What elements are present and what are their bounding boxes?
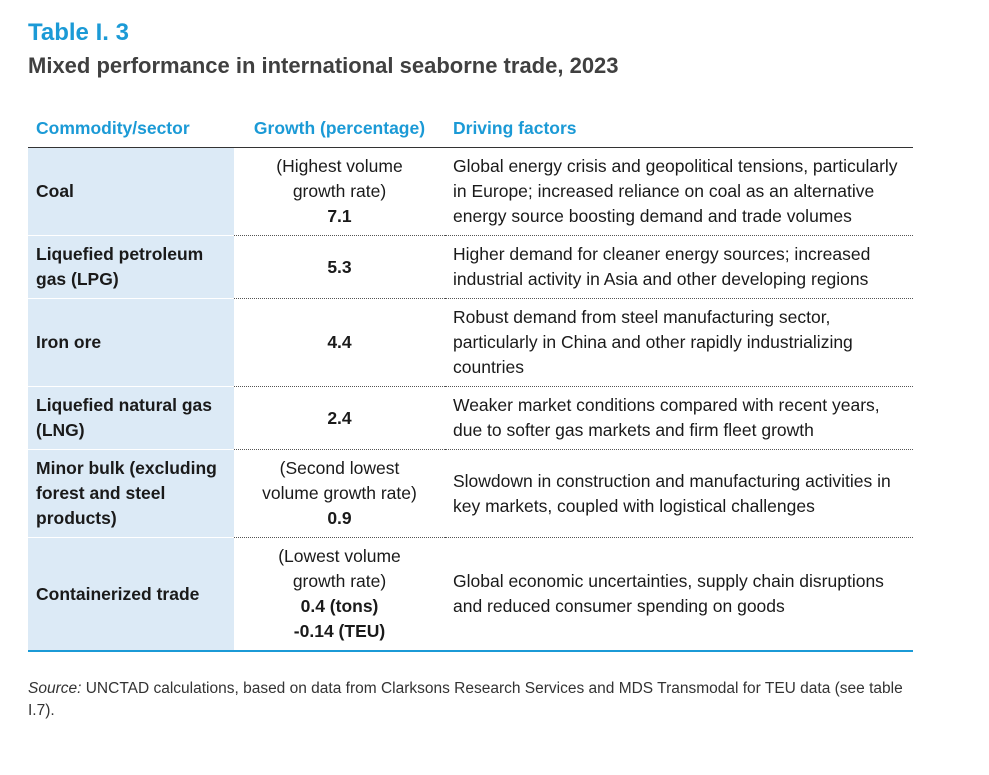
commodity-cell: Liquefied natural gas (LNG) [28, 386, 234, 450]
source-label: Source: [28, 680, 82, 697]
source-text: UNCTAD calculations, based on data from … [28, 680, 903, 719]
growth-note: (Lowest volume [278, 546, 401, 566]
growth-note: volume growth rate) [262, 483, 417, 503]
growth-cell: 4.4 [234, 298, 445, 387]
growth-note: growth rate) [292, 571, 387, 591]
growth-note: (Second lowest [279, 458, 400, 478]
commodity-cell: Minor bulk (excluding forest and steel p… [28, 449, 234, 538]
growth-cell: (Lowest volume growth rate) 0.4 (tons) -0.1… [234, 537, 445, 652]
commodity-cell: Containerized trade [28, 537, 234, 652]
growth-cell: (Highest volume growth rate) 7.1 [234, 147, 445, 236]
driving-factors-cell: Global energy crisis and geopolitical te… [445, 147, 913, 236]
table-row: Containerized trade (Lowest volume growth … [28, 537, 913, 652]
growth-note: growth rate) [292, 181, 387, 201]
table-row: Iron ore 4.4 Robust demand from steel manu… [28, 298, 913, 387]
column-header-growth: Growth (percentage) [234, 108, 445, 148]
driving-factors-cell: Slowdown in construction and manufacturi… [445, 449, 913, 538]
table-row: Coal (Highest volume growth rate) 7.1 Global… [28, 147, 913, 236]
table-row: Liquefied natural gas (LNG) 2.4 Weaker mar… [28, 386, 913, 450]
driving-factors-cell: Higher demand for cleaner energy sources… [445, 235, 913, 299]
table-row: Minor bulk (excluding forest and steel p… [28, 449, 913, 538]
growth-cell: (Second lowest volume growth rate) 0.9 [234, 449, 445, 538]
seaborne-trade-table: Commodity/sector Growth (percentage) Dri… [28, 108, 913, 652]
growth-cell: 2.4 [234, 386, 445, 450]
table-label: Table I. 3 [28, 19, 129, 46]
growth-value: -0.14 (TEU) [293, 621, 386, 641]
growth-value: 0.9 [327, 508, 352, 528]
header-row: Commodity/sector Growth (percentage) Dri… [28, 108, 913, 148]
commodity-cell: Liquefied petroleum gas (LPG) [28, 235, 234, 299]
growth-note: (Highest volume [276, 156, 403, 176]
column-header-commodity: Commodity/sector [28, 108, 234, 148]
growth-value: 0.4 (tons) [300, 596, 379, 616]
growth-value: 7.1 [327, 206, 352, 226]
growth-value: 5.3 [327, 256, 352, 277]
driving-factors-cell: Robust demand from steel manufacturing s… [445, 298, 913, 387]
table-row: Liquefied petroleum gas (LPG) 5.3 Higher d… [28, 235, 913, 299]
growth-value: 4.4 [327, 332, 352, 352]
driving-factors-cell: Global economic uncertainties, supply ch… [445, 537, 913, 652]
table-panel: Table I. 3 Mixed performance in internat… [28, 18, 913, 722]
commodity-cell: Coal [28, 147, 234, 236]
column-header-factors: Driving factors [445, 108, 913, 148]
driving-factors-cell: Weaker market conditions compared with r… [445, 386, 913, 450]
table-body: Coal (Highest volume growth rate) 7.1 Global… [28, 147, 913, 652]
growth-cell: 5.3 [234, 235, 445, 299]
table-title: Mixed performance in international seabo… [28, 53, 619, 78]
source-note: Source: UNCTAD calculations, based on da… [28, 678, 913, 722]
growth-value: 2.4 [327, 407, 352, 428]
commodity-cell: Iron ore [28, 298, 234, 387]
